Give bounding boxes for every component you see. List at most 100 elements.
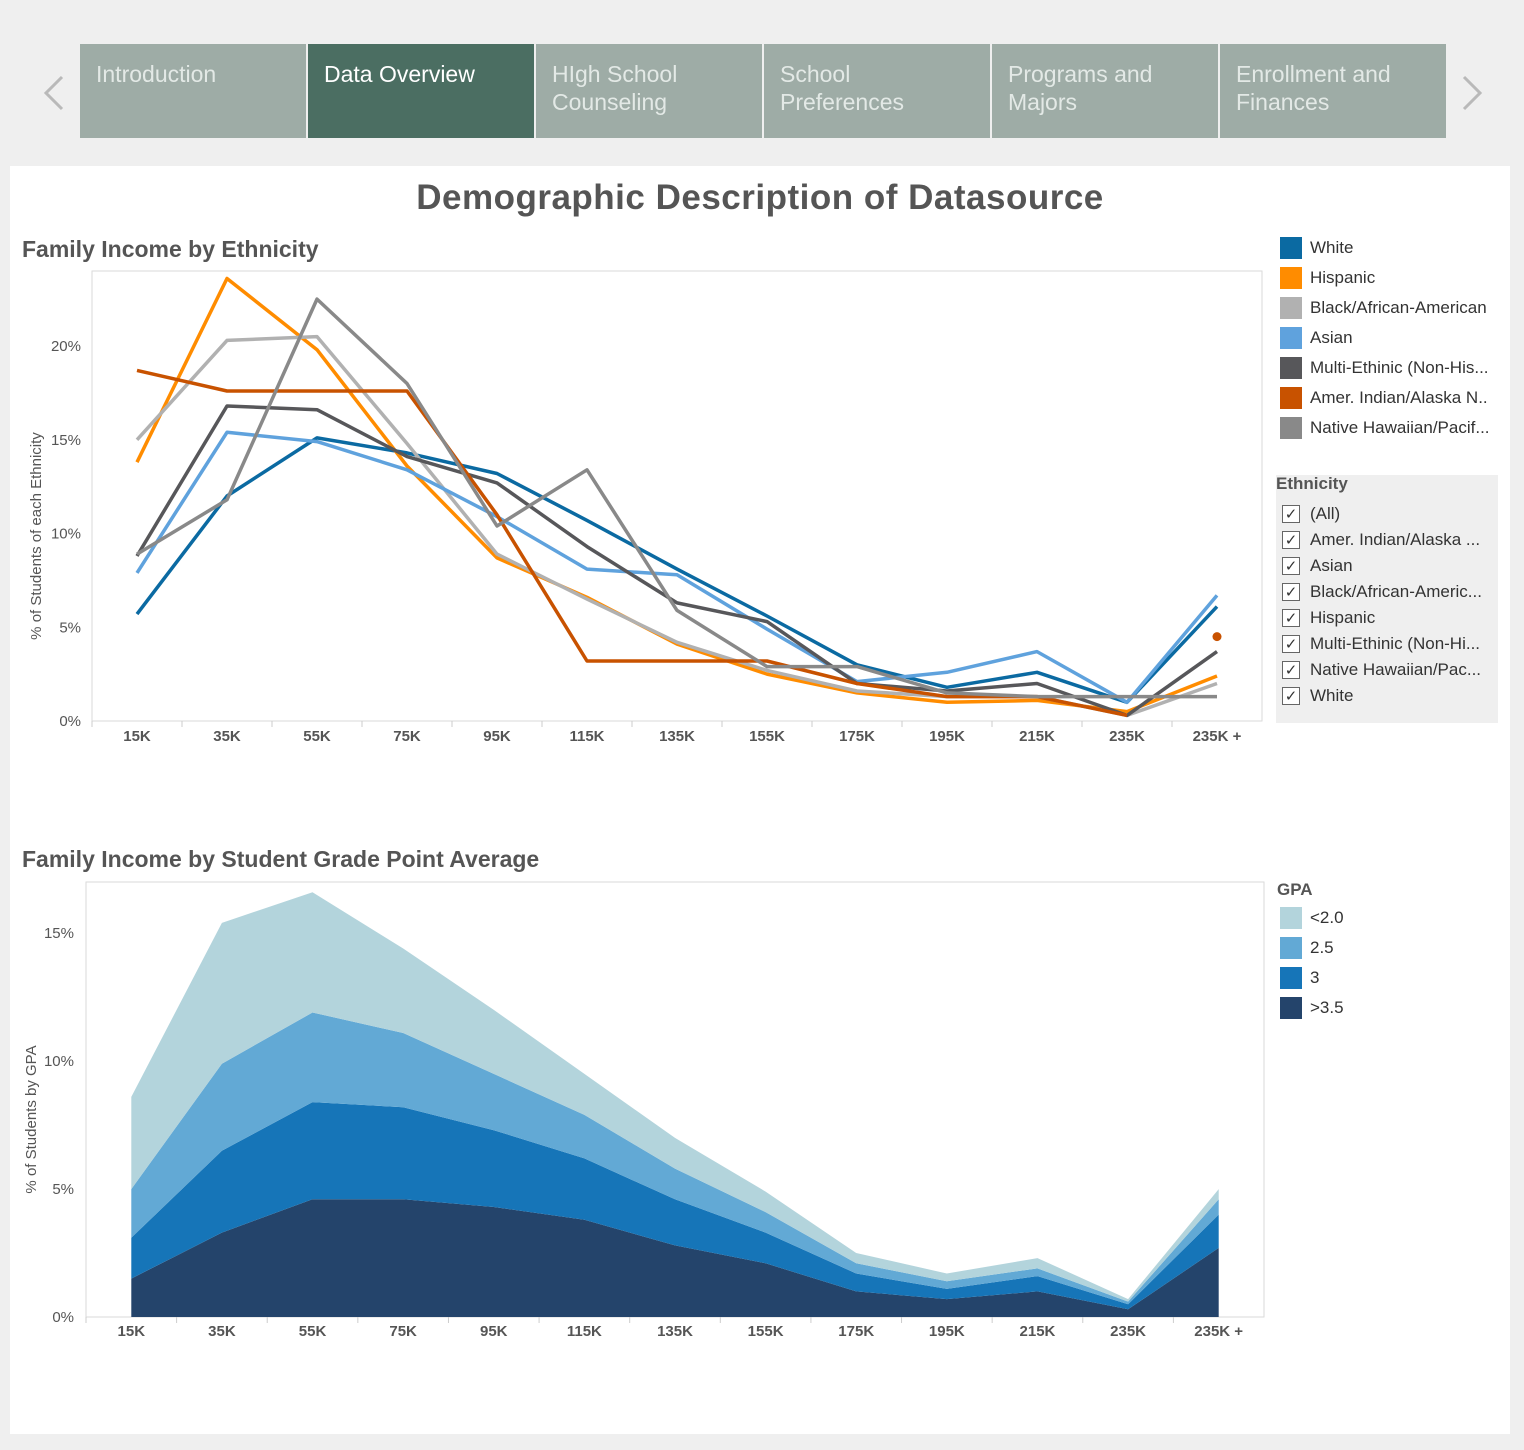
y-tick-label: 0% xyxy=(52,1309,74,1326)
x-tick-label: 95K xyxy=(480,1323,508,1340)
legend-swatch xyxy=(1280,357,1302,379)
checkbox[interactable]: ✓ xyxy=(1282,583,1300,601)
legend-label: Black/African-American xyxy=(1310,298,1487,317)
gpa-chart-title: Family Income by Student Grade Point Ave… xyxy=(22,846,540,872)
filter-item-native-hawaiian-pac[interactable]: ✓ Native Hawaiian/Pac... xyxy=(1276,657,1498,683)
y-axis-title: % of Students of each Ethnicity xyxy=(28,432,45,640)
filter-item-amer-indian-alaska[interactable]: ✓ Amer. Indian/Alaska ... xyxy=(1276,527,1498,553)
checkbox[interactable]: ✓ xyxy=(1282,557,1300,575)
y-tick-label: 20% xyxy=(51,338,81,355)
filter-item-label: (All) xyxy=(1310,504,1341,523)
tab-introduction[interactable]: Introduction xyxy=(80,44,306,138)
legend-item-white[interactable]: White xyxy=(1280,233,1490,263)
legend-swatch xyxy=(1280,237,1302,259)
checkbox[interactable]: ✓ xyxy=(1282,635,1300,653)
legend-swatch xyxy=(1280,267,1302,289)
legend-item-hispanic[interactable]: Hispanic xyxy=(1280,263,1490,293)
x-tick-label: 155K xyxy=(748,1323,784,1340)
checkbox[interactable]: ✓ xyxy=(1282,661,1300,679)
legend-swatch xyxy=(1280,967,1302,989)
series-line-white xyxy=(135,436,1219,705)
x-tick-label: 15K xyxy=(118,1323,146,1340)
legend-label: 3 xyxy=(1310,968,1320,987)
checkbox[interactable]: ✓ xyxy=(1282,609,1300,627)
filter-item-label: Hispanic xyxy=(1310,608,1376,627)
filter-item-white[interactable]: ✓ White xyxy=(1276,683,1498,709)
x-tick-label: 35K xyxy=(208,1323,236,1340)
y-tick-label: 10% xyxy=(44,1053,74,1070)
legend-item-black-african-american[interactable]: Black/African-American xyxy=(1280,293,1490,323)
x-tick-label: 235K xyxy=(1109,728,1145,745)
series-line-amer-indian-alaska-n xyxy=(136,368,1128,718)
series-line-native-hawaiian-pacif xyxy=(136,297,1217,699)
prev-page-arrow[interactable] xyxy=(40,70,70,116)
y-tick-label: 5% xyxy=(59,619,81,636)
tab-school-preferences[interactable]: School Preferences xyxy=(764,44,990,138)
checkbox[interactable]: ✓ xyxy=(1282,531,1300,549)
area-band-2-5 xyxy=(131,1012,1219,1305)
ethnicity-chart-title: Family Income by Ethnicity xyxy=(22,236,319,262)
x-tick-label: 75K xyxy=(393,728,421,745)
legend-item-native-hawaiian-pacif[interactable]: Native Hawaiian/Pacif... xyxy=(1280,413,1490,443)
legend-swatch xyxy=(1280,417,1302,439)
chevron-left-icon xyxy=(43,75,64,111)
legend-item-gpa-2-0[interactable]: <2.0 xyxy=(1280,903,1344,933)
legend-swatch xyxy=(1280,387,1302,409)
filter-item-black-african-americ[interactable]: ✓ Black/African-Americ... xyxy=(1276,579,1498,605)
x-tick-label: 115K xyxy=(567,1323,602,1340)
legend-label: Asian xyxy=(1310,328,1353,347)
x-tick-label: 235K + xyxy=(1194,1323,1243,1340)
filter-item-label: Amer. Indian/Alaska ... xyxy=(1310,530,1481,549)
legend-label: Amer. Indian/Alaska N.. xyxy=(1310,388,1488,407)
tab-programs-and-majors[interactable]: Programs and Majors xyxy=(992,44,1218,138)
legend-item-asian[interactable]: Asian xyxy=(1280,323,1490,353)
legend-item-gpa-3[interactable]: 3 xyxy=(1280,963,1344,993)
legend-item-gpa-2-5[interactable]: 2.5 xyxy=(1280,933,1344,963)
chevron-right-icon xyxy=(1462,75,1483,111)
x-tick-label: 75K xyxy=(389,1323,417,1340)
series-line-asian xyxy=(135,430,1219,705)
ethnicity-filter: Ethnicity ✓ (All) ✓ Amer. Indian/Alaska ...… xyxy=(1276,475,1498,723)
legend-swatch xyxy=(1280,297,1302,319)
filter-item-all[interactable]: ✓ (All) xyxy=(1276,501,1498,527)
checkbox[interactable]: ✓ xyxy=(1282,687,1300,705)
legend-label: Hispanic xyxy=(1310,268,1376,287)
filter-item-label: Black/African-Americ... xyxy=(1310,582,1482,601)
tab-high-school-counseling[interactable]: HIgh School Counseling xyxy=(536,44,762,138)
y-tick-label: 5% xyxy=(52,1181,74,1198)
series-line-multi-ethinic-non-his xyxy=(135,404,1219,718)
filter-title: Ethnicity xyxy=(1276,474,1348,493)
y-axis-title: % of Students by GPA xyxy=(23,1045,40,1193)
legend-label: Multi-Ethinic (Non-His... xyxy=(1310,358,1489,377)
gpa-legend-title: GPA xyxy=(1277,880,1313,899)
x-tick-label: 55K xyxy=(303,728,331,745)
legend-label: 2.5 xyxy=(1310,938,1334,957)
tab-data-overview[interactable]: Data Overview xyxy=(308,44,534,138)
y-tick-label: 15% xyxy=(44,925,74,942)
x-tick-label: 55K xyxy=(299,1323,327,1340)
legend-item-amer-indian-alaska-n[interactable]: Amer. Indian/Alaska N.. xyxy=(1280,383,1490,413)
legend-item-multi-ethinic-non-his[interactable]: Multi-Ethinic (Non-His... xyxy=(1280,353,1490,383)
x-tick-label: 175K xyxy=(838,1323,874,1340)
area-band-3-5 xyxy=(131,1199,1219,1317)
x-tick-label: 215K xyxy=(1020,1323,1056,1340)
legend-item-gpa-3-5[interactable]: >3.5 xyxy=(1280,993,1344,1023)
filter-item-hispanic[interactable]: ✓ Hispanic xyxy=(1276,605,1498,631)
story-tabs: Introduction Data Overview HIgh School C… xyxy=(80,44,1446,138)
x-tick-label: 235K + xyxy=(1193,728,1242,745)
x-tick-label: 95K xyxy=(483,728,511,745)
area-band-2-0 xyxy=(131,892,1219,1302)
legend-label: >3.5 xyxy=(1310,998,1344,1017)
area-band-3 xyxy=(131,1102,1219,1310)
filter-item-asian[interactable]: ✓ Asian xyxy=(1276,553,1498,579)
next-page-arrow[interactable] xyxy=(1456,70,1486,116)
filter-item-multi-ethinic-non-hi[interactable]: ✓ Multi-Ethinic (Non-Hi... xyxy=(1276,631,1498,657)
x-tick-label: 115K xyxy=(569,728,604,745)
x-tick-label: 155K xyxy=(749,728,785,745)
dashboard-title: Demographic Description of Datasource xyxy=(416,178,1104,217)
legend-swatch xyxy=(1280,937,1302,959)
tab-enrollment-and-finances[interactable]: Enrollment and Finances xyxy=(1220,44,1446,138)
checkbox[interactable]: ✓ xyxy=(1282,505,1300,523)
